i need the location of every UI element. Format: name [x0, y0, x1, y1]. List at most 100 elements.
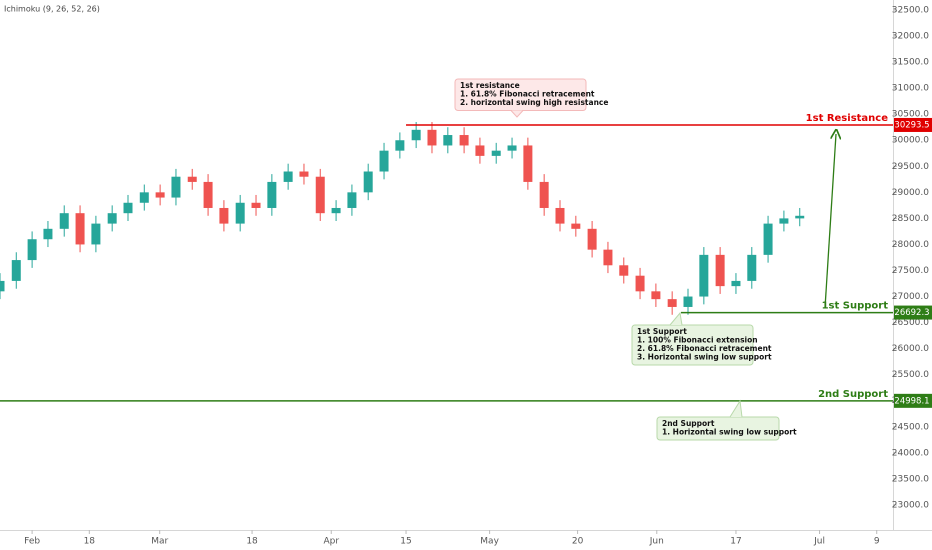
candle-body [715, 254, 725, 287]
candle-body [491, 150, 501, 156]
x-tick-label: Apr [323, 537, 339, 547]
target-arrow [824, 134, 836, 309]
candle-body [219, 207, 229, 224]
x-tick-label: May [480, 537, 499, 547]
y-tick-label: 31500.0 [892, 58, 929, 68]
candle-body [123, 202, 133, 214]
candle-body [523, 145, 533, 182]
candle-body [651, 291, 661, 300]
candle-body [539, 181, 549, 208]
candle-body [795, 215, 805, 219]
annotation-text: 1. 100% Fibonacci extension [637, 336, 758, 345]
annotation-text: 2. horizontal swing high resistance [460, 98, 608, 107]
annotation-text: 2nd Support [662, 419, 715, 428]
x-tick-label: 9 [874, 537, 880, 547]
candle-body [763, 223, 773, 255]
x-tick-label: 17 [730, 537, 741, 547]
y-tick-label: 30500.0 [892, 110, 929, 120]
candle-body [603, 249, 613, 266]
annotation-text: 1. 61.8% Fibonacci retracement [460, 90, 595, 99]
candle-body [11, 260, 21, 281]
candle-body [315, 176, 325, 214]
annotation-box [656, 416, 780, 441]
y-tick-label: 23500.0 [892, 474, 929, 484]
candle-body [571, 223, 581, 229]
y-tick-label: 24500.0 [892, 422, 929, 432]
candle-body [155, 192, 165, 198]
annotation-text: 1st resistance [460, 81, 520, 90]
candle-body [459, 135, 469, 146]
annotation-text: 1st Support [637, 327, 687, 336]
annotation-pointer [729, 399, 743, 418]
candle-body [619, 265, 629, 276]
candle-body [635, 275, 645, 292]
candle-body [251, 202, 261, 208]
candle-body [0, 280, 5, 292]
level-label: 1st Support [822, 301, 889, 312]
x-tick-label: 15 [400, 537, 411, 547]
price-tag [894, 393, 932, 408]
x-tick-label: 18 [246, 537, 258, 547]
candle-body [139, 192, 149, 203]
candle-body [91, 223, 101, 245]
y-tick-label: 23000.0 [892, 500, 929, 510]
candle-body [235, 202, 245, 224]
annotation-box [631, 324, 754, 366]
candle-body [443, 135, 453, 146]
candle-body [27, 239, 37, 261]
price-tag-label: 26692.3 [894, 308, 929, 318]
annotation-text: 1. Horizontal swing low support [662, 428, 797, 437]
level-label: 2nd Support [818, 389, 888, 400]
candle-body [667, 299, 677, 307]
y-tick-label: 26000.0 [892, 344, 929, 354]
y-tick-label: 25500.0 [892, 370, 929, 380]
candle-body [283, 171, 293, 182]
indicator-label: Ichimoku (9, 26, 52, 26) [4, 5, 100, 14]
plot-area [0, 122, 805, 315]
candle-body [395, 140, 405, 151]
y-tick-label: 32500.0 [892, 6, 929, 16]
candle-body [171, 176, 181, 198]
candle-body [187, 176, 197, 182]
candle-body [731, 280, 741, 287]
candle-body [379, 150, 389, 172]
price-tag [894, 305, 932, 320]
annotation-text: 2. 61.8% Fibonacci retracement [637, 344, 772, 353]
candle-body [587, 228, 597, 250]
x-tick-label: Jul [813, 537, 825, 547]
annotation-pointer [510, 110, 524, 118]
candle-body [203, 181, 213, 208]
candle-body [507, 145, 517, 151]
candle-body [107, 213, 117, 224]
y-tick-label: 24000.0 [892, 448, 929, 458]
price-tag-label: 30293.5 [894, 120, 929, 130]
candle-body [267, 181, 277, 208]
y-tick-label: 31000.0 [892, 84, 929, 94]
y-tick-label: 26500.0 [892, 318, 929, 328]
y-tick-label: 32000.0 [892, 32, 929, 42]
candle-body [411, 129, 421, 141]
annotation-text: 3. Horizontal swing low support [637, 353, 772, 362]
x-tick-label: Jun [649, 537, 664, 547]
y-tick-label: 29500.0 [892, 162, 929, 172]
y-tick-label: 27000.0 [892, 292, 929, 302]
x-tick-label: Feb [24, 537, 40, 547]
candle-body [363, 171, 373, 193]
y-tick-label: 30000.0 [892, 136, 929, 146]
candle-body [427, 129, 437, 146]
y-tick-label: 29000.0 [892, 188, 929, 198]
y-tick-label: 28500.0 [892, 214, 929, 224]
candle-body [43, 228, 53, 240]
candle-body [299, 171, 309, 177]
candle-body [555, 207, 565, 224]
candle-body [747, 254, 757, 281]
y-tick-label: 28000.0 [892, 240, 929, 250]
x-tick-label: Mar [151, 537, 168, 547]
x-tick-label: 18 [84, 537, 96, 547]
candle-body [347, 192, 357, 208]
level-label: 1st Resistance [806, 113, 889, 124]
candle-body [475, 145, 485, 156]
